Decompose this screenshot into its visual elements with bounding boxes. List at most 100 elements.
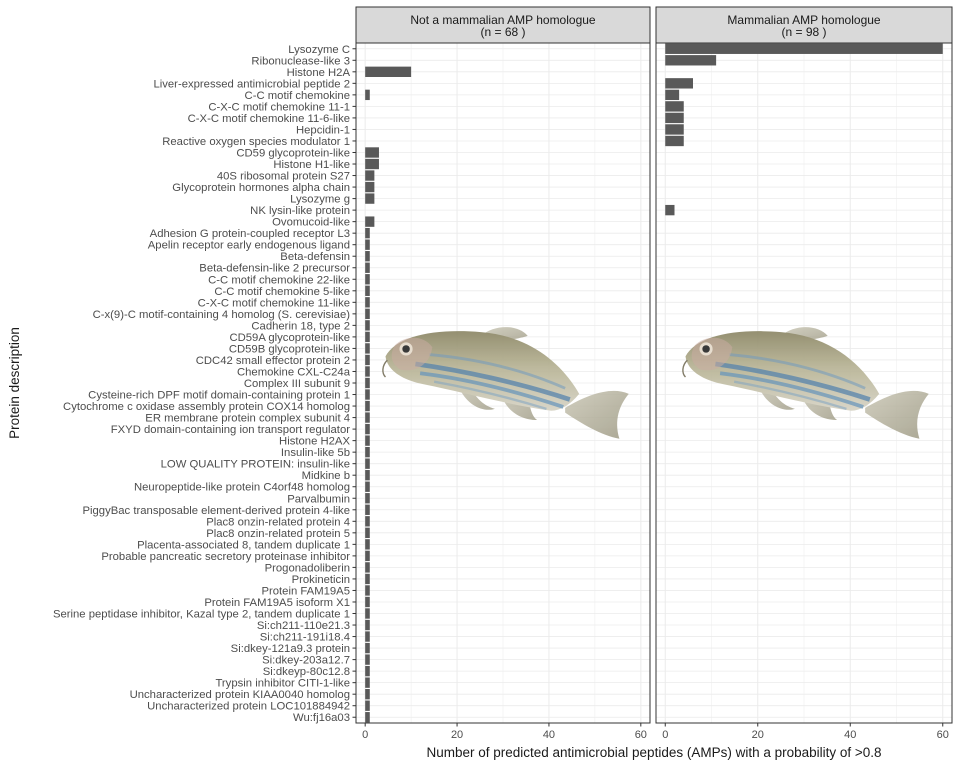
bar [365, 446, 370, 458]
y-category-label: CD59 glycoprotein-like [236, 147, 350, 159]
bar [365, 539, 370, 550]
y-category-label: Cadherin 18, type 2 [251, 320, 350, 332]
y-category-label: Placenta-associated 8, tandem duplicate … [137, 539, 350, 551]
bar [665, 204, 675, 216]
bar [365, 216, 375, 227]
bar [665, 89, 680, 101]
bar [365, 481, 370, 492]
bar [365, 435, 370, 446]
bar [365, 227, 370, 239]
bar [365, 181, 375, 193]
y-category-label: Neuropeptide-like protein C4orf48 homolo… [134, 482, 350, 494]
bar [365, 562, 370, 573]
y-category-label: Plac8 onzin-related protein 5 [206, 528, 350, 540]
y-axis-title: Protein description [7, 327, 22, 439]
facet-title: Mammalian AMP homologue [727, 13, 881, 27]
y-category-label: Cytochrome c oxidase assembly protein CO… [63, 401, 350, 413]
y-category-label: PiggyBac transposable element-derived pr… [82, 505, 350, 517]
y-category-label: Complex III subunit 9 [244, 378, 350, 390]
y-category-label: Lysozyme C [288, 44, 350, 56]
bar [365, 285, 370, 296]
y-category-label: Parvalbumin [287, 493, 350, 505]
y-category-label: Serine peptidase inhibitor, Kazal type 2… [53, 609, 350, 621]
bar [365, 239, 370, 250]
bar [365, 400, 370, 412]
y-category-label: Histone H2AX [279, 436, 350, 448]
bar [365, 89, 370, 101]
y-category-label: Apelin receptor early endogenous ligand [148, 240, 350, 252]
panel-2: Mammalian AMP homologue(n = 98 ) 0 20 40 60 [655, 6, 953, 741]
bar [365, 366, 370, 377]
bar [365, 608, 370, 619]
x-tick-label: 40 [543, 729, 555, 741]
y-category-label: Cysteine-rich DPF motif domain-containin… [88, 390, 350, 402]
bar [365, 504, 370, 515]
y-category-label: 40S ribosomal protein S27 [217, 171, 350, 183]
y-category-label: Si:dkeyp-80c12.8 [263, 666, 350, 678]
y-category-label: Protein FAM19A5 isoform X1 [204, 597, 350, 609]
x-tick-label: 60 [937, 729, 949, 741]
panel-1: Not a mammalian AMP homologue(n = 68 ) 0 2… [355, 6, 651, 741]
facet-strip [355, 6, 651, 44]
y-category-label: Probable pancreatic secretory proteinase… [101, 551, 350, 563]
x-axis-title: Number of predicted antimicrobial peptid… [426, 745, 881, 760]
facet-strip [655, 6, 953, 44]
y-category-label: C-X-C motif chemokine 11-6-like [188, 113, 350, 125]
y-category-label: ER membrane protein complex subunit 4 [145, 413, 350, 425]
bar [365, 458, 370, 469]
y-category-label: Si:dkey-121a9.3 protein [231, 643, 350, 655]
bar [365, 631, 370, 642]
x-tick-label: 0 [362, 729, 368, 741]
y-category-label: Uncharacterized protein KIAA0040 homolog [130, 689, 350, 701]
y-category-label: Si:dkey-203a12.7 [262, 655, 350, 667]
bar [365, 712, 370, 723]
y-category-label: Midkine b [302, 470, 350, 482]
bar [365, 700, 370, 711]
panel-border [655, 42, 953, 724]
y-category-label: Lysozyme g [290, 194, 350, 206]
y-category-label: CD59A glycoprotein-like [229, 332, 350, 344]
bar [365, 665, 370, 677]
x-tick-label: 60 [635, 729, 647, 741]
y-category-label: Hepcidin-1 [296, 124, 350, 136]
y-category-label: Uncharacterized protein LOC101884942 [147, 701, 350, 713]
bar [365, 158, 379, 170]
y-category-label: C-C motif chemokine 5-like [214, 286, 350, 298]
facet-count: (n = 68 ) [480, 25, 525, 39]
y-category-label: C-X-C motif chemokine 11-1 [208, 101, 350, 113]
bar [365, 550, 370, 562]
bar [365, 308, 370, 320]
bar [365, 527, 370, 539]
bar [365, 642, 370, 654]
y-category-label: Histone H2A [287, 67, 351, 79]
bar [365, 274, 370, 285]
bar [365, 251, 370, 262]
bar [365, 619, 370, 631]
bar [365, 654, 370, 665]
bar [365, 170, 375, 181]
bar [365, 585, 370, 596]
y-category-label: Progonadoliberin [265, 562, 350, 574]
y-category-label: Liver-expressed antimicrobial peptide 2 [153, 78, 350, 90]
bar [365, 389, 370, 400]
bar [665, 43, 943, 54]
bar [365, 66, 412, 77]
bar [365, 147, 379, 158]
bar [665, 101, 684, 112]
y-category-label: Plac8 onzin-related protein 4 [206, 516, 350, 528]
y-category-label: Protein FAM19A5 [261, 585, 350, 597]
bar [365, 377, 370, 389]
y-category-label: Insulin-like 5b [281, 447, 350, 459]
y-category-label: C-x(9)-C motif-containing 4 homolog (S. … [93, 309, 351, 321]
bar [365, 423, 370, 435]
y-category-label: Beta-defensin [280, 251, 350, 263]
bar [365, 412, 370, 423]
y-category-label: CD59B glycoprotein-like [229, 343, 350, 355]
y-category-label: Trypsin inhibitor CITI-1-like [215, 678, 350, 690]
x-tick-label: 20 [451, 729, 463, 741]
bar [365, 343, 370, 354]
y-category-label: Ovomucoid-like [272, 217, 350, 229]
bar [365, 470, 370, 481]
y-category-label: FXYD domain-containing ion transport reg… [111, 424, 350, 436]
bar [665, 124, 684, 135]
